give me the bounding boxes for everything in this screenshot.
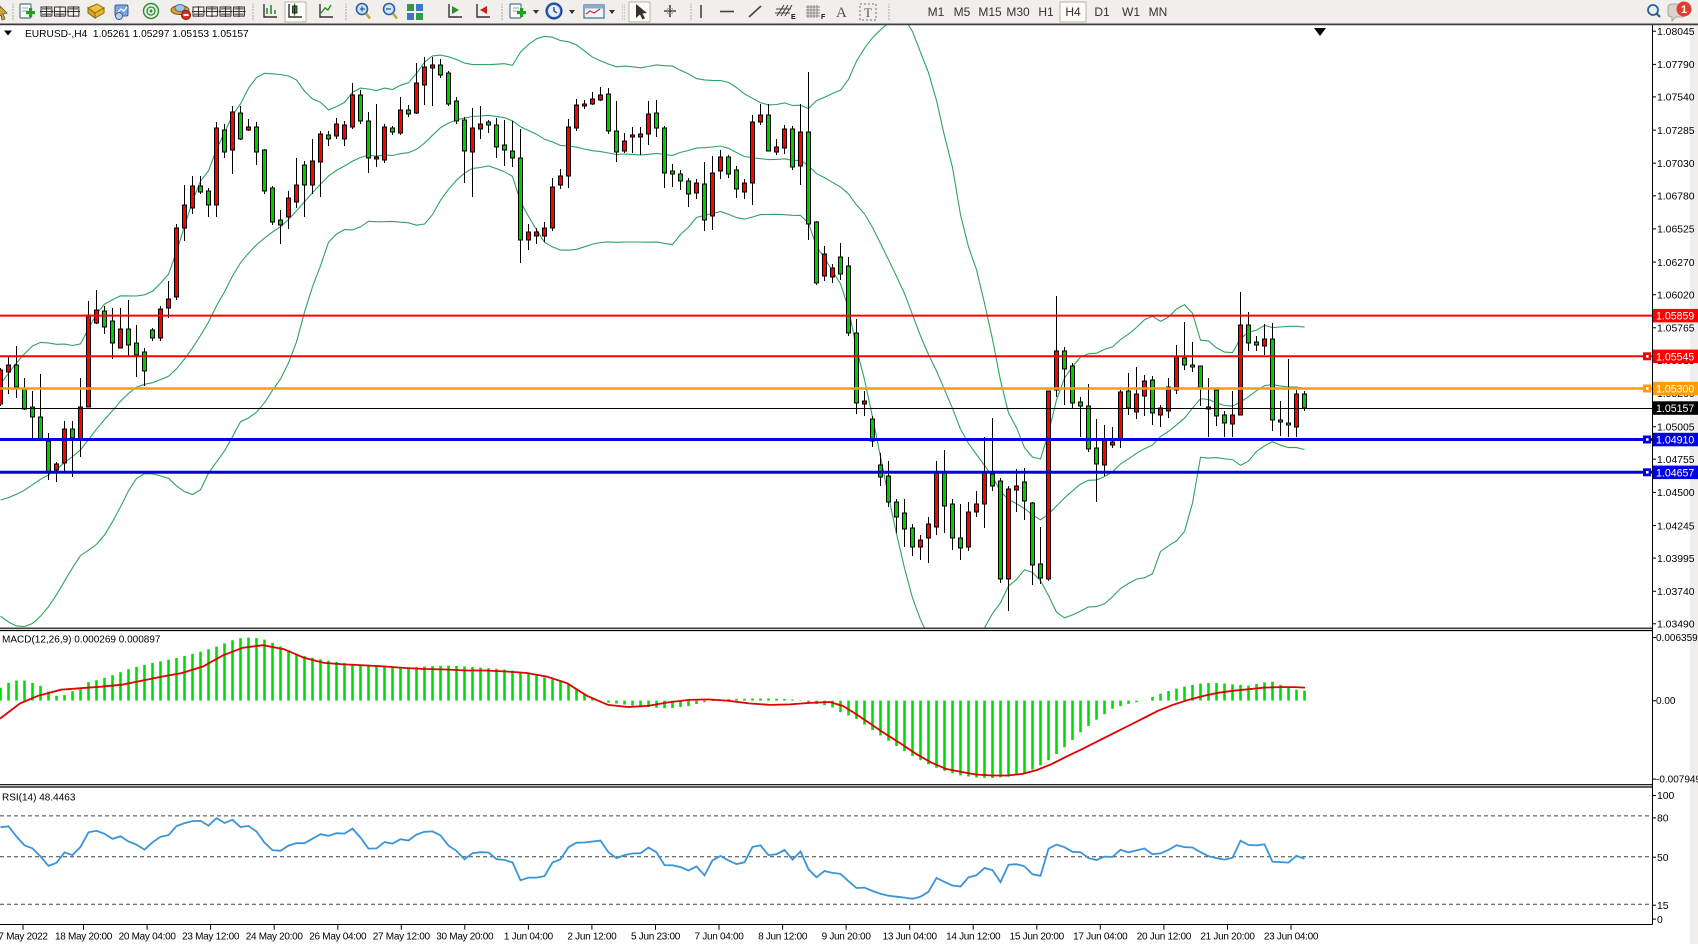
svg-text:1.04245: 1.04245 xyxy=(1657,521,1695,532)
svg-text:EURUSD-,H4 1.05261 1.05297 1.: EURUSD-,H4 1.05261 1.05297 1.05153 1.051… xyxy=(25,29,249,40)
svg-text:-0.007949: -0.007949 xyxy=(1656,775,1698,786)
svg-text:1.07285: 1.07285 xyxy=(1657,126,1695,137)
svg-text:1.06780: 1.06780 xyxy=(1657,192,1695,203)
svg-text:24 May 20:00: 24 May 20:00 xyxy=(246,932,304,943)
svg-text:MN: MN xyxy=(1149,5,1168,19)
svg-text:1.05859: 1.05859 xyxy=(1656,311,1694,323)
svg-text:1: 1 xyxy=(1681,4,1687,16)
svg-text:50: 50 xyxy=(1657,853,1669,864)
svg-text:RSI(14) 48.4463: RSI(14) 48.4463 xyxy=(2,793,76,804)
svg-text:15: 15 xyxy=(1657,901,1669,912)
svg-text:1.06020: 1.06020 xyxy=(1657,290,1695,301)
svg-text:0.006359: 0.006359 xyxy=(1656,633,1698,644)
svg-text:T: T xyxy=(864,5,872,20)
svg-text:1.05545: 1.05545 xyxy=(1656,351,1694,363)
svg-text:1.04755: 1.04755 xyxy=(1657,455,1695,466)
svg-text:1.08045: 1.08045 xyxy=(1657,27,1695,38)
svg-text:7 Jun 04:00: 7 Jun 04:00 xyxy=(695,932,745,943)
svg-text:F: F xyxy=(821,14,826,21)
svg-text:1.04657: 1.04657 xyxy=(1656,467,1694,479)
svg-text:M1: M1 xyxy=(928,5,945,19)
svg-text:23 Jun 04:00: 23 Jun 04:00 xyxy=(1264,932,1319,943)
svg-text:1.06270: 1.06270 xyxy=(1657,258,1695,269)
svg-text:23 May 12:00: 23 May 12:00 xyxy=(182,932,240,943)
svg-text:7 May 2022: 7 May 2022 xyxy=(0,932,48,943)
svg-text:0.00: 0.00 xyxy=(1656,696,1676,707)
svg-text:1.04910: 1.04910 xyxy=(1656,435,1694,447)
svg-text:1.05765: 1.05765 xyxy=(1657,324,1695,335)
svg-text:30 May 20:00: 30 May 20:00 xyxy=(436,932,494,943)
svg-text:20 May 04:00: 20 May 04:00 xyxy=(119,932,177,943)
svg-text:1.07540: 1.07540 xyxy=(1657,93,1695,104)
svg-text:H1: H1 xyxy=(1038,5,1054,19)
svg-text:2 Jun 12:00: 2 Jun 12:00 xyxy=(567,932,617,943)
svg-text:H4: H4 xyxy=(1065,5,1081,19)
svg-text:1.03995: 1.03995 xyxy=(1657,554,1695,565)
svg-text:17 Jun 04:00: 17 Jun 04:00 xyxy=(1073,932,1128,943)
svg-text:1.03490: 1.03490 xyxy=(1657,620,1695,631)
svg-text:20 Jun 12:00: 20 Jun 12:00 xyxy=(1137,932,1192,943)
svg-text:18 May 20:00: 18 May 20:00 xyxy=(55,932,113,943)
svg-text:M15: M15 xyxy=(978,5,1002,19)
svg-text:M30: M30 xyxy=(1006,5,1030,19)
svg-text:D1: D1 xyxy=(1094,5,1110,19)
svg-text:26 May 04:00: 26 May 04:00 xyxy=(309,932,367,943)
svg-text:5 Jun 23:00: 5 Jun 23:00 xyxy=(631,932,681,943)
svg-text:8 Jun 12:00: 8 Jun 12:00 xyxy=(758,932,808,943)
svg-text:0: 0 xyxy=(1657,915,1663,926)
svg-text:9 Jun 20:00: 9 Jun 20:00 xyxy=(822,932,872,943)
svg-text:100: 100 xyxy=(1657,791,1675,802)
svg-text:1.03740: 1.03740 xyxy=(1657,587,1695,598)
svg-text:13 Jun 04:00: 13 Jun 04:00 xyxy=(883,932,938,943)
svg-text:W1: W1 xyxy=(1122,5,1140,19)
svg-text:MACD(12,26,9) 0.000269 0.00089: MACD(12,26,9) 0.000269 0.000897 xyxy=(2,635,161,646)
svg-text:1.06525: 1.06525 xyxy=(1657,225,1695,236)
svg-text:1.05300: 1.05300 xyxy=(1656,384,1694,396)
svg-text:80: 80 xyxy=(1657,814,1669,825)
svg-text:15 Jun 20:00: 15 Jun 20:00 xyxy=(1010,932,1065,943)
svg-text:14 Jun 12:00: 14 Jun 12:00 xyxy=(946,932,1001,943)
svg-text:1.04500: 1.04500 xyxy=(1657,488,1695,499)
svg-text:1.07030: 1.07030 xyxy=(1657,159,1695,170)
svg-text:E: E xyxy=(791,14,796,21)
svg-text:1 Jun 04:00: 1 Jun 04:00 xyxy=(504,932,554,943)
svg-text:1.07790: 1.07790 xyxy=(1657,60,1695,71)
svg-text:1.05005: 1.05005 xyxy=(1657,422,1695,433)
svg-text:M5: M5 xyxy=(954,5,971,19)
svg-text:21 Jun 20:00: 21 Jun 20:00 xyxy=(1200,932,1255,943)
svg-text:1.05157: 1.05157 xyxy=(1656,403,1694,415)
svg-text:A: A xyxy=(836,5,847,21)
svg-text:27 May 12:00: 27 May 12:00 xyxy=(373,932,431,943)
